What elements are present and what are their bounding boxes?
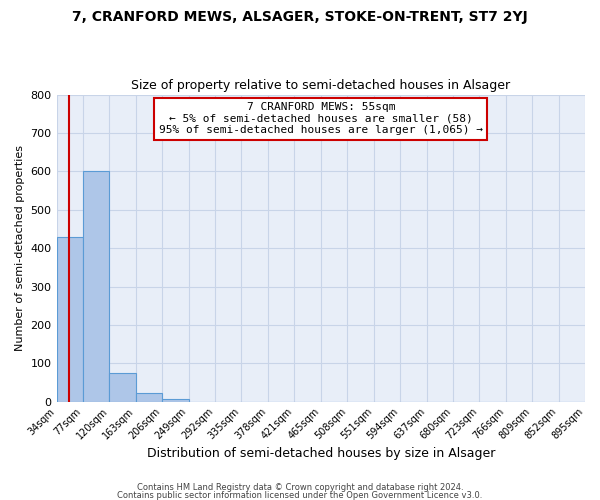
Bar — [56, 236, 83, 402]
Text: 7, CRANFORD MEWS, ALSAGER, STOKE-ON-TRENT, ST7 2YJ: 7, CRANFORD MEWS, ALSAGER, STOKE-ON-TREN… — [72, 10, 528, 24]
Bar — [162, 398, 188, 402]
Bar — [109, 373, 136, 402]
Title: Size of property relative to semi-detached houses in Alsager: Size of property relative to semi-detach… — [131, 79, 511, 92]
X-axis label: Distribution of semi-detached houses by size in Alsager: Distribution of semi-detached houses by … — [146, 447, 495, 460]
Text: 7 CRANFORD MEWS: 55sqm
← 5% of semi-detached houses are smaller (58)
95% of semi: 7 CRANFORD MEWS: 55sqm ← 5% of semi-deta… — [159, 102, 483, 136]
Bar — [136, 393, 162, 402]
Bar — [83, 172, 109, 402]
Text: Contains public sector information licensed under the Open Government Licence v3: Contains public sector information licen… — [118, 490, 482, 500]
Text: Contains HM Land Registry data © Crown copyright and database right 2024.: Contains HM Land Registry data © Crown c… — [137, 484, 463, 492]
Y-axis label: Number of semi-detached properties: Number of semi-detached properties — [15, 145, 25, 351]
